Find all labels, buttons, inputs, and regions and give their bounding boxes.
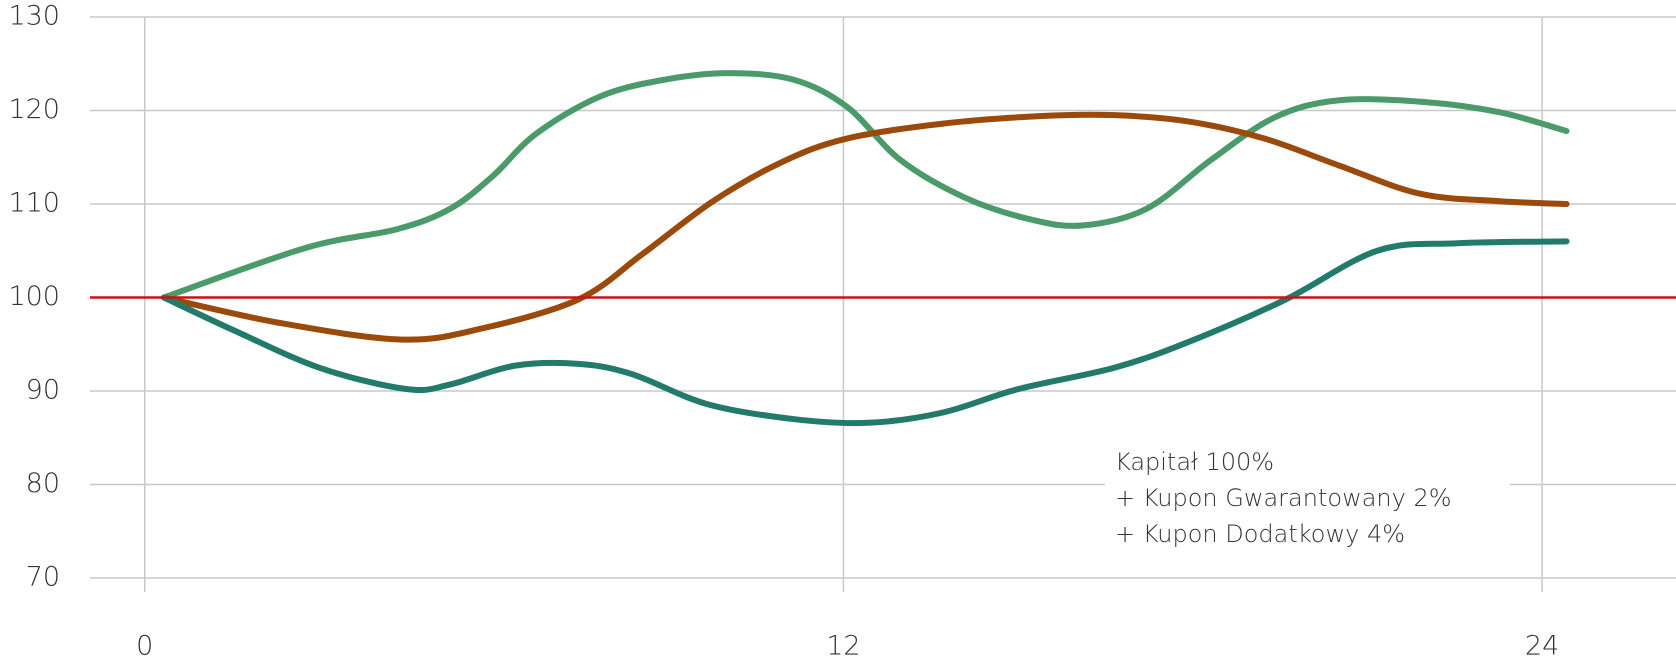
y-tick-label: 80 (26, 468, 60, 499)
y-tick-label: 70 (26, 562, 60, 593)
series-line (160, 111, 1570, 343)
y-tick-label: 90 (26, 375, 60, 406)
x-tick-label: 24 (1525, 631, 1559, 659)
y-tick-label: 130 (8, 1, 60, 32)
annotation: + Kupon Dodatkowy 4% (1115, 520, 1405, 548)
series-line (160, 70, 1570, 301)
y-tick-label: 100 (8, 281, 60, 312)
y-tick-label: 110 (8, 188, 60, 219)
y-tick-label: 120 (8, 94, 60, 125)
x-tick-label: 12 (826, 631, 860, 659)
series-line (160, 238, 1570, 427)
annotation-box (1105, 440, 1510, 555)
annotation: + Kupon Gwarantowany 2% (1115, 484, 1452, 512)
lines (160, 70, 1570, 427)
annotation: Kapitał 100% (1115, 448, 1274, 476)
x-tick-label: 0 (136, 631, 153, 659)
